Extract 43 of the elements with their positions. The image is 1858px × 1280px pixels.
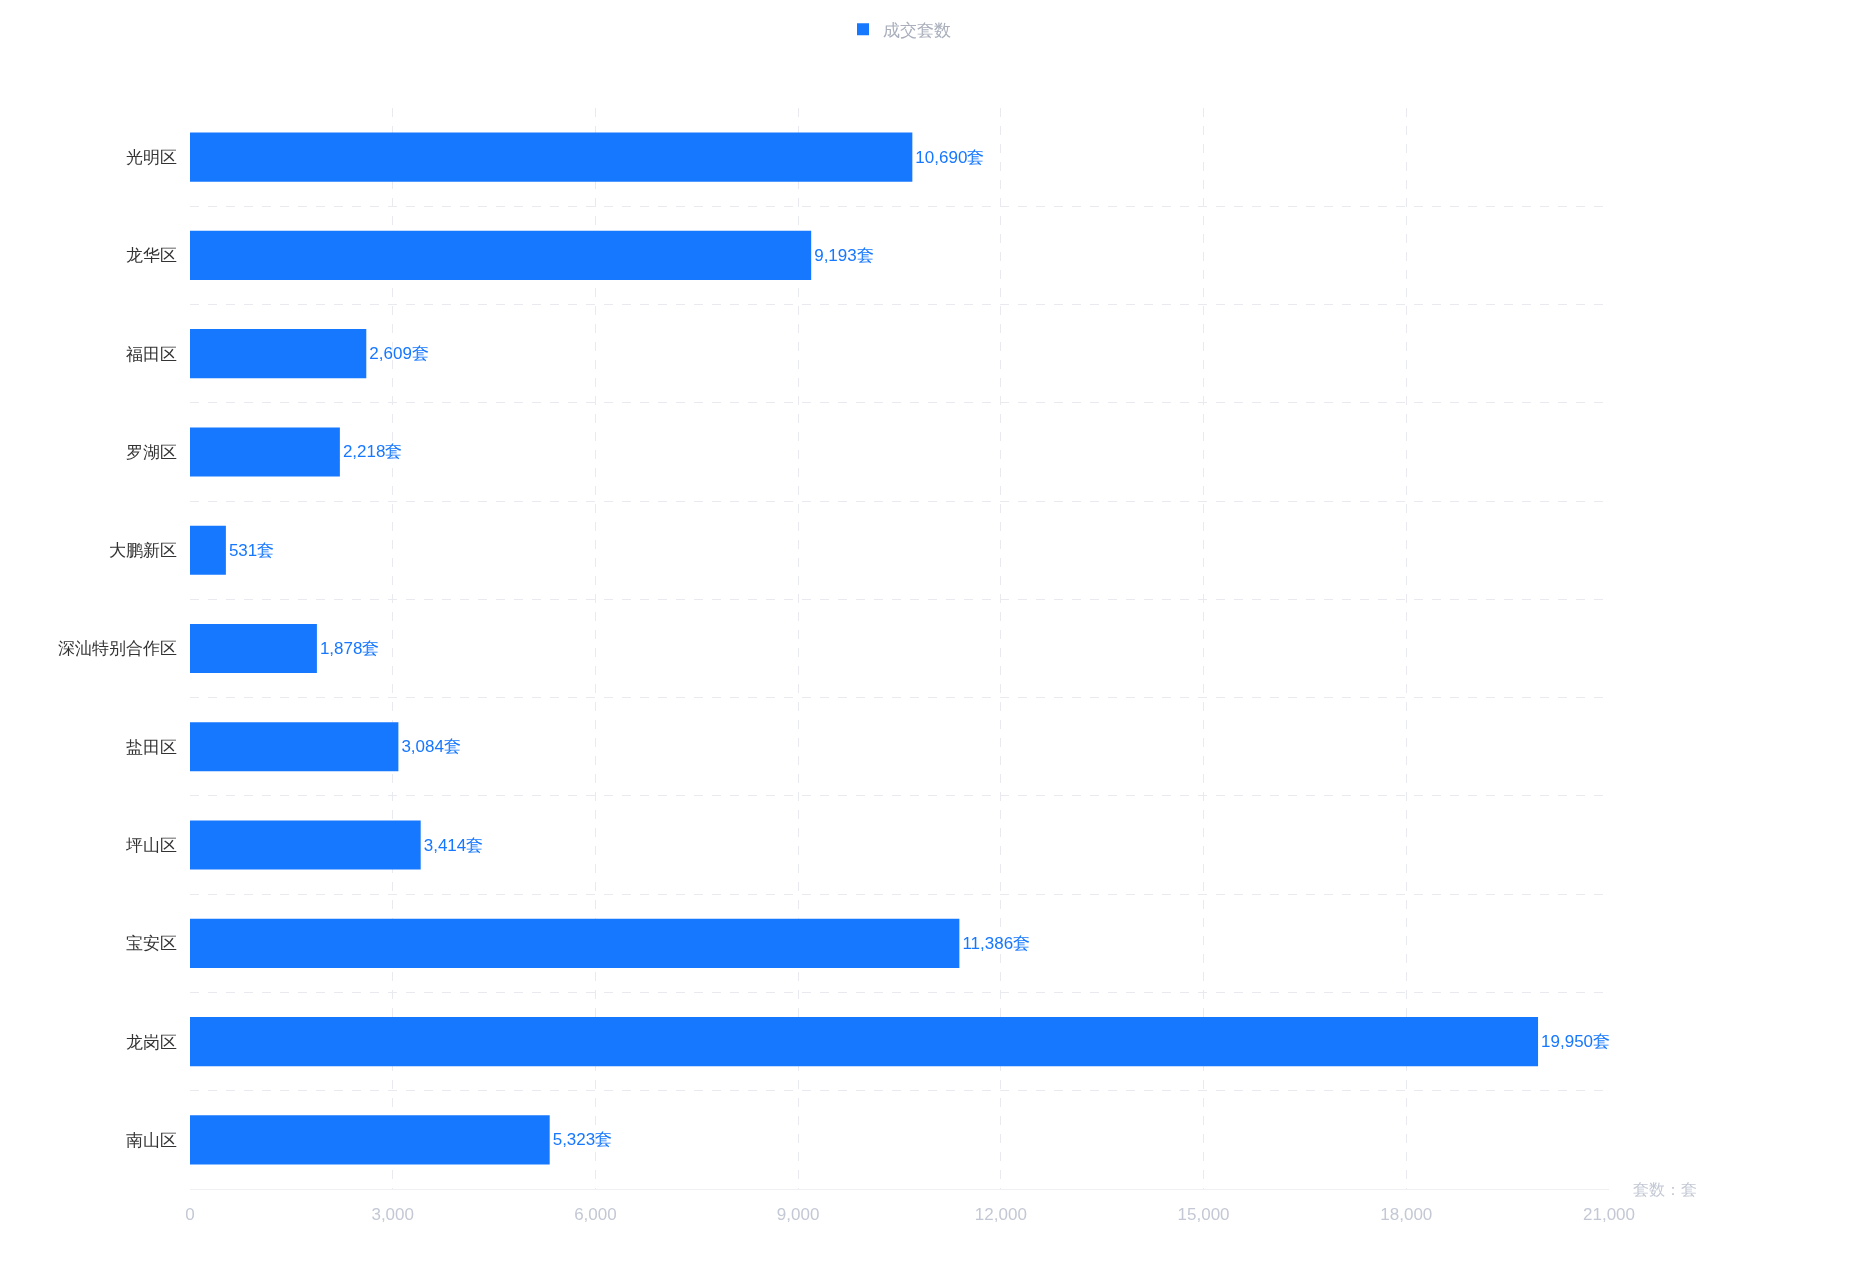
bar bbox=[190, 1017, 1539, 1067]
bar bbox=[190, 329, 367, 379]
bar bbox=[190, 623, 317, 674]
data-label: 3,084套 bbox=[401, 737, 461, 757]
bar bbox=[190, 132, 913, 182]
bar bbox=[190, 820, 421, 870]
data-label: 3,414套 bbox=[423, 835, 484, 855]
bar bbox=[190, 525, 226, 575]
x-tick-label: 6,000 bbox=[574, 1205, 617, 1225]
y-tick-label: 福田区 bbox=[126, 344, 177, 364]
x-tick-label: 21,000 bbox=[1583, 1205, 1635, 1225]
y-tick-label: 大鹏新区 bbox=[109, 541, 177, 561]
y-tick-label: 宝安区 bbox=[126, 934, 177, 954]
y-tick-label: 坪山区 bbox=[125, 836, 177, 855]
x-tick-label: 3,000 bbox=[371, 1205, 414, 1225]
y-tick-label: 南山区 bbox=[126, 1130, 177, 1150]
data-label: 2,218套 bbox=[342, 442, 403, 462]
data-label: 531套 bbox=[228, 540, 275, 560]
data-label: 19,950套 bbox=[1541, 1032, 1611, 1052]
x-tick-label: 12,000 bbox=[974, 1205, 1027, 1225]
y-tick-label: 罗湖区 bbox=[126, 442, 177, 462]
bar bbox=[190, 230, 812, 280]
bar bbox=[190, 918, 960, 968]
data-label: 10,690套 bbox=[915, 147, 985, 167]
y-tick-label: 盐田区 bbox=[126, 737, 177, 757]
legend-label: 成交套数 bbox=[883, 20, 951, 40]
x-tick-label: 9,000 bbox=[776, 1205, 820, 1225]
y-tick-label: 光明区 bbox=[126, 148, 177, 168]
y-tick-label: 深汕特别合作区 bbox=[58, 639, 177, 659]
x-axis-title: 套数：套 bbox=[1633, 1181, 1697, 1198]
bar bbox=[190, 1115, 550, 1165]
data-label: 9,193套 bbox=[814, 245, 874, 265]
data-label: 1,878套 bbox=[319, 639, 380, 658]
data-label: 5,323套 bbox=[552, 1130, 613, 1150]
x-tick-label: 15,000 bbox=[1177, 1205, 1230, 1225]
y-tick-label: 龙岗区 bbox=[126, 1032, 177, 1052]
x-tick-label: 0 bbox=[185, 1205, 195, 1225]
bar bbox=[190, 427, 340, 477]
data-label: 11,386套 bbox=[962, 933, 1031, 953]
bar bbox=[190, 722, 399, 772]
data-label: 2,609套 bbox=[369, 344, 429, 364]
y-tick-label: 龙华区 bbox=[126, 246, 177, 266]
x-tick-label: 18,000 bbox=[1380, 1205, 1433, 1225]
